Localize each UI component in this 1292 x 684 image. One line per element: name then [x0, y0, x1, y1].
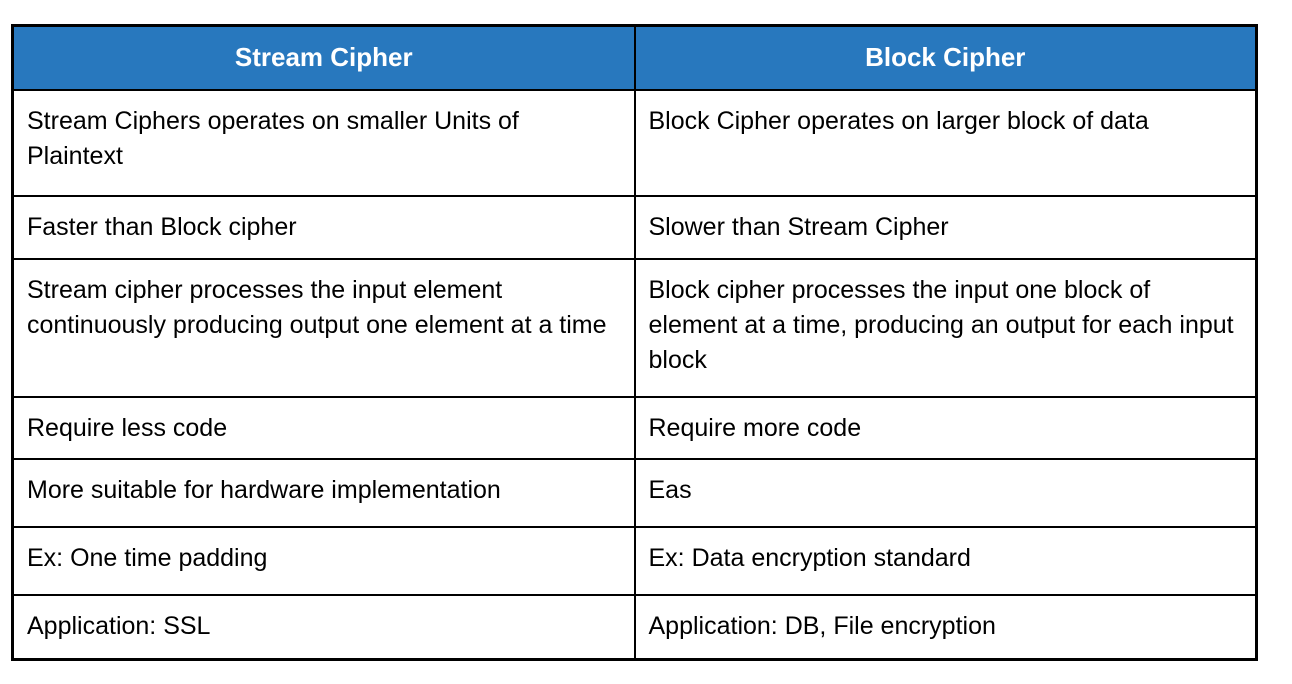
table-row: Stream Ciphers operates on smaller Units… — [11, 88, 1258, 197]
table-row: Application: SSL Application: DB, File e… — [11, 593, 1258, 661]
table-cell-block: Block Cipher operates on larger block of… — [633, 88, 1258, 197]
table-cell-block: Block cipher processes the input one blo… — [633, 257, 1258, 398]
table-row: Require less code Require more code — [11, 395, 1258, 460]
table-cell-block: Require more code — [633, 395, 1258, 460]
table-cell-block: Application: DB, File encryption — [633, 593, 1258, 661]
table-row: Faster than Block cipher Slower than Str… — [11, 194, 1258, 260]
table-cell-stream: More suitable for hardware implementatio… — [11, 457, 636, 528]
table-row: Ex: One time padding Ex: Data encryption… — [11, 525, 1258, 596]
table-cell-stream: Require less code — [11, 395, 636, 460]
table-cell-block: Ex: Data encryption standard — [633, 525, 1258, 596]
table-cell-stream: Faster than Block cipher — [11, 194, 636, 260]
cipher-comparison-table: Stream Cipher Block Cipher Stream Cipher… — [11, 24, 1258, 661]
table-cell-block: Eas — [633, 457, 1258, 528]
table-cell-block: Slower than Stream Cipher — [633, 194, 1258, 260]
header-row: Stream Cipher Block Cipher — [11, 24, 1258, 91]
table-row: More suitable for hardware implementatio… — [11, 457, 1258, 528]
table-cell-stream: Ex: One time padding — [11, 525, 636, 596]
header-cell-stream-cipher: Stream Cipher — [11, 24, 636, 91]
table-cell-stream: Stream cipher processes the input elemen… — [11, 257, 636, 398]
table-cell-stream: Application: SSL — [11, 593, 636, 661]
table-cell-stream: Stream Ciphers operates on smaller Units… — [11, 88, 636, 197]
header-cell-block-cipher: Block Cipher — [633, 24, 1258, 91]
table-row: Stream cipher processes the input elemen… — [11, 257, 1258, 398]
comparison-table-container: Stream Cipher Block Cipher Stream Cipher… — [11, 24, 1258, 661]
